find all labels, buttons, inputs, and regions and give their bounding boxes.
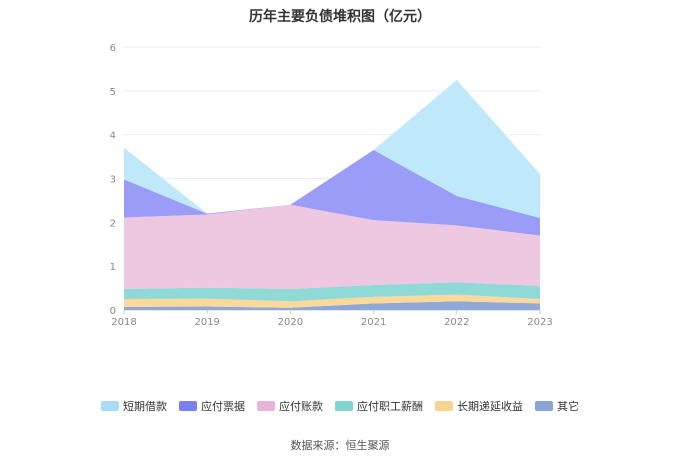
chart-title: 历年主要负债堆积图（亿元）: [249, 9, 431, 25]
legend: 短期借款 应付票据 应付账款 应付职工薪酬 长期递延收益 其它: [0, 398, 680, 414]
x-tick-label: 2022: [444, 317, 469, 328]
legend-label: 应付账款: [279, 400, 323, 413]
legend-label: 短期借款: [123, 400, 167, 413]
y-tick-label: 5: [110, 87, 116, 98]
legend-swatch: [179, 401, 197, 411]
data-source: 数据来源：恒生聚源: [290, 439, 390, 452]
legend-item[interactable]: 应付票据: [179, 398, 245, 414]
y-tick-label: 1: [110, 262, 116, 273]
y-tick-label: 6: [110, 43, 116, 54]
x-tick-label: 2019: [194, 317, 219, 328]
legend-label: 应付票据: [201, 400, 245, 413]
y-tick-label: 0: [110, 306, 116, 317]
y-axis: 0 1 2 3 4 5 6: [110, 43, 116, 317]
x-axis: 2018 2019 2020 2021 2022 2023: [111, 310, 553, 328]
legend-item[interactable]: 应付职工薪酬: [335, 398, 423, 414]
legend-label: 长期递延收益: [457, 400, 523, 413]
area-短期借款: [124, 79, 540, 218]
x-tick-label: 2020: [278, 317, 303, 328]
legend-swatch: [435, 401, 453, 411]
legend-label: 其它: [557, 400, 579, 413]
legend-item[interactable]: 应付账款: [257, 398, 323, 414]
legend-swatch: [101, 401, 119, 411]
area-series: [124, 79, 540, 310]
area-长期递延收益: [124, 294, 540, 308]
legend-swatch: [535, 401, 553, 411]
legend-swatch: [257, 401, 275, 411]
y-tick-label: 3: [110, 175, 116, 186]
area-应付账款: [124, 204, 540, 289]
stacked-area-chart: 0 1 2 3 4 5 6 2018 2019 2020 2021 2022 2023: [110, 43, 553, 328]
legend-swatch: [335, 401, 353, 411]
legend-item[interactable]: 其它: [535, 398, 579, 414]
legend-item[interactable]: 短期借款: [101, 398, 167, 414]
area-其它: [124, 301, 540, 310]
x-tick-label: 2018: [111, 317, 136, 328]
y-tick-label: 2: [110, 218, 116, 229]
legend-item[interactable]: 长期递延收益: [435, 398, 523, 414]
area-应付票据: [124, 150, 540, 236]
x-tick-label: 2021: [361, 317, 386, 328]
area-应付职工薪酬: [124, 282, 540, 302]
x-tick-label: 2023: [527, 317, 552, 328]
legend-label: 应付职工薪酬: [357, 400, 423, 413]
y-tick-label: 4: [110, 131, 116, 142]
